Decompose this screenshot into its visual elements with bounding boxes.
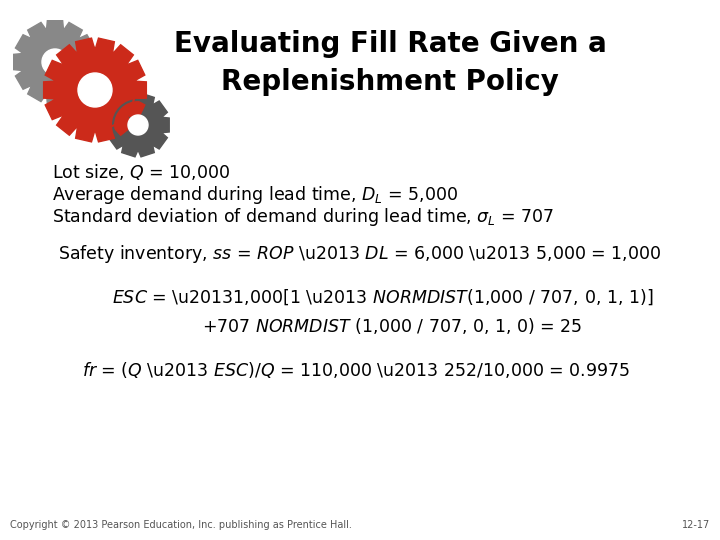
Text: Safety inventory, $\it{ss}$ = $\it{ROP}$ \u2013 $\it{DL}$ = 6,000 \u2013 5,000 =: Safety inventory, $\it{ss}$ = $\it{ROP}$…	[58, 244, 662, 265]
Text: 12-17: 12-17	[682, 520, 710, 530]
Circle shape	[42, 49, 68, 75]
Circle shape	[128, 115, 148, 135]
Text: +707 $\it{NORMDIST}$ (1,000 / 707, 0, 1, 0) = 25: +707 $\it{NORMDIST}$ (1,000 / 707, 0, 1,…	[202, 316, 582, 336]
Text: Standard deviation of demand during lead time, $\it{\sigma}_{\it{L}}$ = 707: Standard deviation of demand during lead…	[52, 206, 554, 228]
Text: Copyright © 2013 Pearson Education, Inc. publishing as Prentice Hall.: Copyright © 2013 Pearson Education, Inc.…	[10, 520, 352, 530]
Text: $\it{ESC}$ = \u20131,000[1 \u2013 $\it{NORMDIST}$(1,000 / 707, 0, 1, 1)]: $\it{ESC}$ = \u20131,000[1 \u2013 $\it{N…	[112, 287, 654, 307]
Text: Replenishment Policy: Replenishment Policy	[221, 68, 559, 96]
Polygon shape	[14, 21, 96, 103]
Polygon shape	[44, 38, 146, 142]
Text: $\it{fr}$ = ($\it{Q}$ \u2013 $\it{ESC}$)/$\it{Q}$ = 110,000 \u2013 252/10,000 = : $\it{fr}$ = ($\it{Q}$ \u2013 $\it{ESC}$)…	[82, 360, 630, 380]
Circle shape	[78, 73, 112, 107]
Text: Average demand during lead time, $\it{D}_{\it{L}}$ = 5,000: Average demand during lead time, $\it{D}…	[52, 184, 458, 206]
Text: Lot size, $\it{Q}$ = 10,000: Lot size, $\it{Q}$ = 10,000	[52, 162, 230, 182]
Text: Evaluating Fill Rate Given a: Evaluating Fill Rate Given a	[174, 30, 606, 58]
Polygon shape	[107, 93, 169, 157]
